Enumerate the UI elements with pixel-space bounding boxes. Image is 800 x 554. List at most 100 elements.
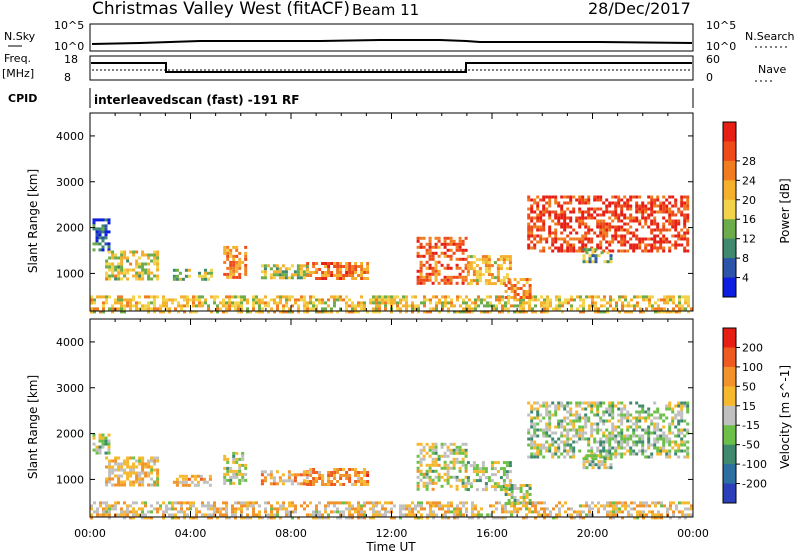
power-range-cell (560, 246, 564, 250)
velocity-range-cell (296, 482, 300, 486)
power-range-cell (132, 250, 136, 254)
velocity-range-cell (627, 510, 630, 514)
power-range-cell (522, 301, 525, 305)
velocity-range-cell (153, 459, 157, 463)
power-range-cell (318, 298, 321, 302)
velocity-range-cell (572, 425, 576, 429)
velocity-range-cell (226, 472, 230, 476)
velocity-range-cell (502, 482, 506, 486)
velocity-range-cell (645, 513, 648, 517)
velocity-range-cell (147, 462, 151, 466)
power-range-cell (437, 239, 441, 243)
velocity-range-cell (665, 455, 669, 459)
power-range-cell (177, 301, 180, 305)
velocity-range-cell (357, 507, 360, 511)
velocity-range-cell (225, 501, 228, 505)
velocity-range-cell (686, 428, 690, 432)
velocity-range-cell (189, 507, 192, 511)
power-range-cell (674, 219, 678, 223)
power-range-cell (638, 195, 642, 199)
velocity-range-cell (668, 422, 672, 426)
velocity-range-cell (662, 434, 666, 438)
power-range-cell (120, 271, 124, 275)
velocity-range-cell (677, 434, 681, 438)
velocity-range-cell (132, 510, 135, 514)
velocity-range-cell (530, 419, 534, 423)
power-range-cell (657, 307, 660, 311)
velocity-range-cell (144, 465, 148, 469)
station-title: Christmas Valley West (fitACF) (92, 0, 350, 19)
velocity-range-cell (554, 425, 558, 429)
power-range-cell (443, 266, 447, 270)
power-range-cell (339, 268, 343, 271)
power-range-cell (504, 304, 507, 308)
power-range-cell (671, 213, 675, 217)
power-range-cell (659, 240, 663, 244)
power-range-cell (588, 307, 591, 311)
velocity-colorbar-segment (723, 347, 736, 368)
velocity-range-cell (542, 443, 546, 447)
power-range-cell (425, 266, 429, 270)
velocity-range-cell (129, 465, 133, 469)
power-range-cell (611, 237, 615, 241)
velocity-range-cell (207, 504, 210, 508)
velocity-range-cell (96, 510, 99, 514)
velocity-range-cell (443, 463, 447, 467)
power-range-cell (499, 255, 503, 259)
power-range-cell (561, 310, 564, 314)
velocity-range-cell (590, 446, 594, 450)
velocity-range-cell (443, 451, 447, 455)
velocity-range-cell (618, 507, 621, 511)
power-range-cell (244, 254, 248, 258)
velocity-range-cell (255, 513, 258, 517)
velocity-range-cell (563, 425, 567, 429)
velocity-range-cell (478, 467, 482, 471)
power-range-cell (456, 295, 459, 299)
power-range-cell (539, 237, 543, 241)
velocity-range-cell (620, 413, 624, 417)
velocity-range-cell (653, 425, 657, 429)
velocity-range-cell (223, 454, 227, 458)
velocity-range-cell (560, 431, 564, 435)
power-range-cell (558, 295, 561, 299)
velocity-range-cell (420, 513, 423, 517)
velocity-range-cell (493, 467, 497, 471)
power-range-cell (620, 243, 624, 247)
velocity-range-cell (624, 507, 627, 511)
velocity-range-cell (342, 513, 345, 517)
velocity-range-cell (596, 401, 600, 405)
velocity-range-cell (443, 460, 447, 464)
velocity-range-cell (593, 428, 597, 432)
power-range-cell (686, 198, 690, 202)
power-range-cell (237, 304, 240, 308)
power-range-cell (339, 262, 343, 265)
power-range-cell (165, 298, 168, 302)
power-range-cell (527, 195, 531, 199)
velocity-range-cell (665, 452, 669, 456)
velocity-range-cell (422, 454, 426, 458)
velocity-range-cell (104, 442, 108, 446)
power-range-cell (422, 263, 426, 267)
velocity-range-cell (563, 449, 567, 453)
power-range-cell (683, 225, 687, 229)
power-range-cell (417, 310, 420, 314)
power-range-cell (527, 228, 531, 232)
velocity-range-cell (431, 460, 435, 464)
power-range-cell (296, 276, 300, 280)
power-range-cell (678, 304, 681, 308)
velocity-range-cell (549, 513, 552, 517)
power-range-cell (486, 301, 489, 305)
velocity-range-cell (548, 434, 552, 438)
velocity-range-cell (548, 419, 552, 423)
velocity-range-cell (620, 428, 624, 432)
power-range-cell (632, 249, 636, 253)
velocity-range-cell (123, 483, 127, 487)
velocity-range-cell (566, 404, 570, 408)
velocity-range-cell (635, 410, 639, 414)
velocity-range-cell (440, 484, 444, 488)
velocity-range-cell (181, 474, 185, 478)
velocity-range-cell (484, 470, 488, 474)
power-range-cell (232, 257, 236, 261)
velocity-range-cell (558, 501, 561, 505)
velocity-range-cell (272, 476, 276, 480)
